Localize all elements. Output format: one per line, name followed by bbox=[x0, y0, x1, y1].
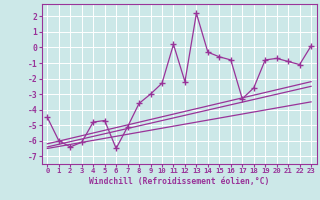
X-axis label: Windchill (Refroidissement éolien,°C): Windchill (Refroidissement éolien,°C) bbox=[89, 177, 269, 186]
